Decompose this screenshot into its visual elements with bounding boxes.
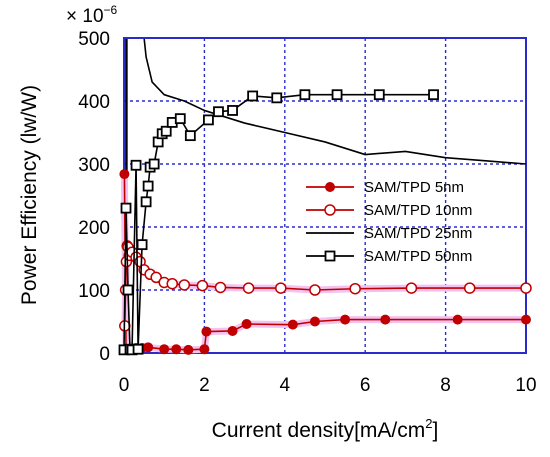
data-point (299, 89, 311, 101)
y-tick-labels: 0 100 200 300 400 500 (78, 29, 110, 365)
data-point (271, 92, 283, 104)
data-point (227, 105, 238, 116)
y-tick-label: 200 (78, 218, 110, 239)
data-point (178, 279, 191, 291)
data-point (140, 196, 152, 208)
data-point (287, 319, 298, 330)
y-multiplier-exponent: −6 (104, 3, 118, 17)
data-point (214, 281, 227, 294)
legend-label: SAM/TPD 25nm (364, 225, 472, 242)
data-point (150, 271, 162, 284)
data-point (452, 314, 463, 325)
data-point (428, 89, 439, 101)
data-point (166, 277, 178, 290)
data-point (159, 344, 170, 355)
data-point (184, 130, 196, 142)
y-multiplier-base: × 10 (66, 6, 104, 27)
data-point (227, 325, 238, 336)
data-point (203, 114, 214, 126)
legend-label: SAM/TPD 50nm (364, 248, 472, 265)
x-axis-label: Current density[mA/cm2] (212, 416, 439, 442)
y-tick-label: 400 (78, 92, 110, 113)
data-point (463, 282, 476, 294)
x-tick-label: 10 (515, 375, 536, 396)
data-point (520, 282, 532, 294)
x-tick-label: 2 (199, 375, 210, 396)
data-point (242, 282, 255, 294)
series-line (137, 18, 527, 165)
y-multiplier: × 10−6 (66, 3, 118, 27)
data-point (174, 113, 186, 125)
legend-label: SAM/TPD 5nm (364, 179, 464, 196)
data-point (213, 106, 224, 118)
data-point (143, 342, 154, 353)
data-point (171, 344, 182, 355)
x-tick-label: 6 (360, 375, 371, 396)
x-axis-label-main: Current density[mA/cm (212, 419, 426, 442)
y-tick-label: 500 (78, 29, 110, 50)
data-point (521, 314, 531, 325)
data-point (142, 180, 154, 192)
data-point (324, 250, 336, 262)
x-tick-labels: 0 2 4 6 8 10 (119, 375, 537, 396)
y-axis-label: Power Efficiency (lw/W) (18, 85, 41, 305)
data-point (340, 314, 351, 325)
data-point (122, 284, 134, 296)
data-point (183, 344, 194, 355)
series-2 (137, 18, 527, 165)
legend-label: SAM/TPD 10nm (364, 202, 472, 219)
data-point (380, 314, 391, 325)
data-point (136, 239, 148, 251)
data-point (405, 282, 418, 294)
x-axis-label-superscript: 2 (425, 416, 432, 431)
data-point (241, 319, 252, 330)
data-point (325, 182, 335, 192)
data-point (196, 279, 209, 292)
legend: SAM/TPD 5nm SAM/TPD 10nm SAM/TPD 25nm SAM/T… (306, 179, 472, 265)
y-tick-label: 100 (78, 281, 110, 302)
y-tick-label: 0 (99, 344, 110, 365)
data-point (119, 169, 130, 180)
top-cover (125, 0, 526, 37)
data-point (373, 89, 385, 101)
y-tick-label: 300 (78, 155, 110, 176)
data-point (324, 204, 336, 216)
data-point (120, 202, 132, 214)
plot-frame (123, 37, 527, 354)
x-tick-label: 4 (280, 375, 291, 396)
data-point (331, 89, 343, 101)
data-point (201, 326, 212, 337)
data-point (130, 159, 142, 171)
data-point (309, 284, 321, 296)
data-point (160, 125, 172, 137)
data-point (148, 158, 160, 170)
data-point (132, 343, 144, 355)
data-point (349, 282, 361, 295)
data-point (247, 90, 259, 102)
series-3 (118, 89, 439, 356)
series-layer (118, 0, 532, 356)
data-point (199, 344, 210, 355)
data-point (275, 282, 287, 294)
data-point (309, 316, 320, 327)
x-axis-label-close: ] (432, 419, 438, 442)
x-tick-label: 0 (119, 375, 130, 396)
x-tick-label: 8 (440, 375, 451, 396)
